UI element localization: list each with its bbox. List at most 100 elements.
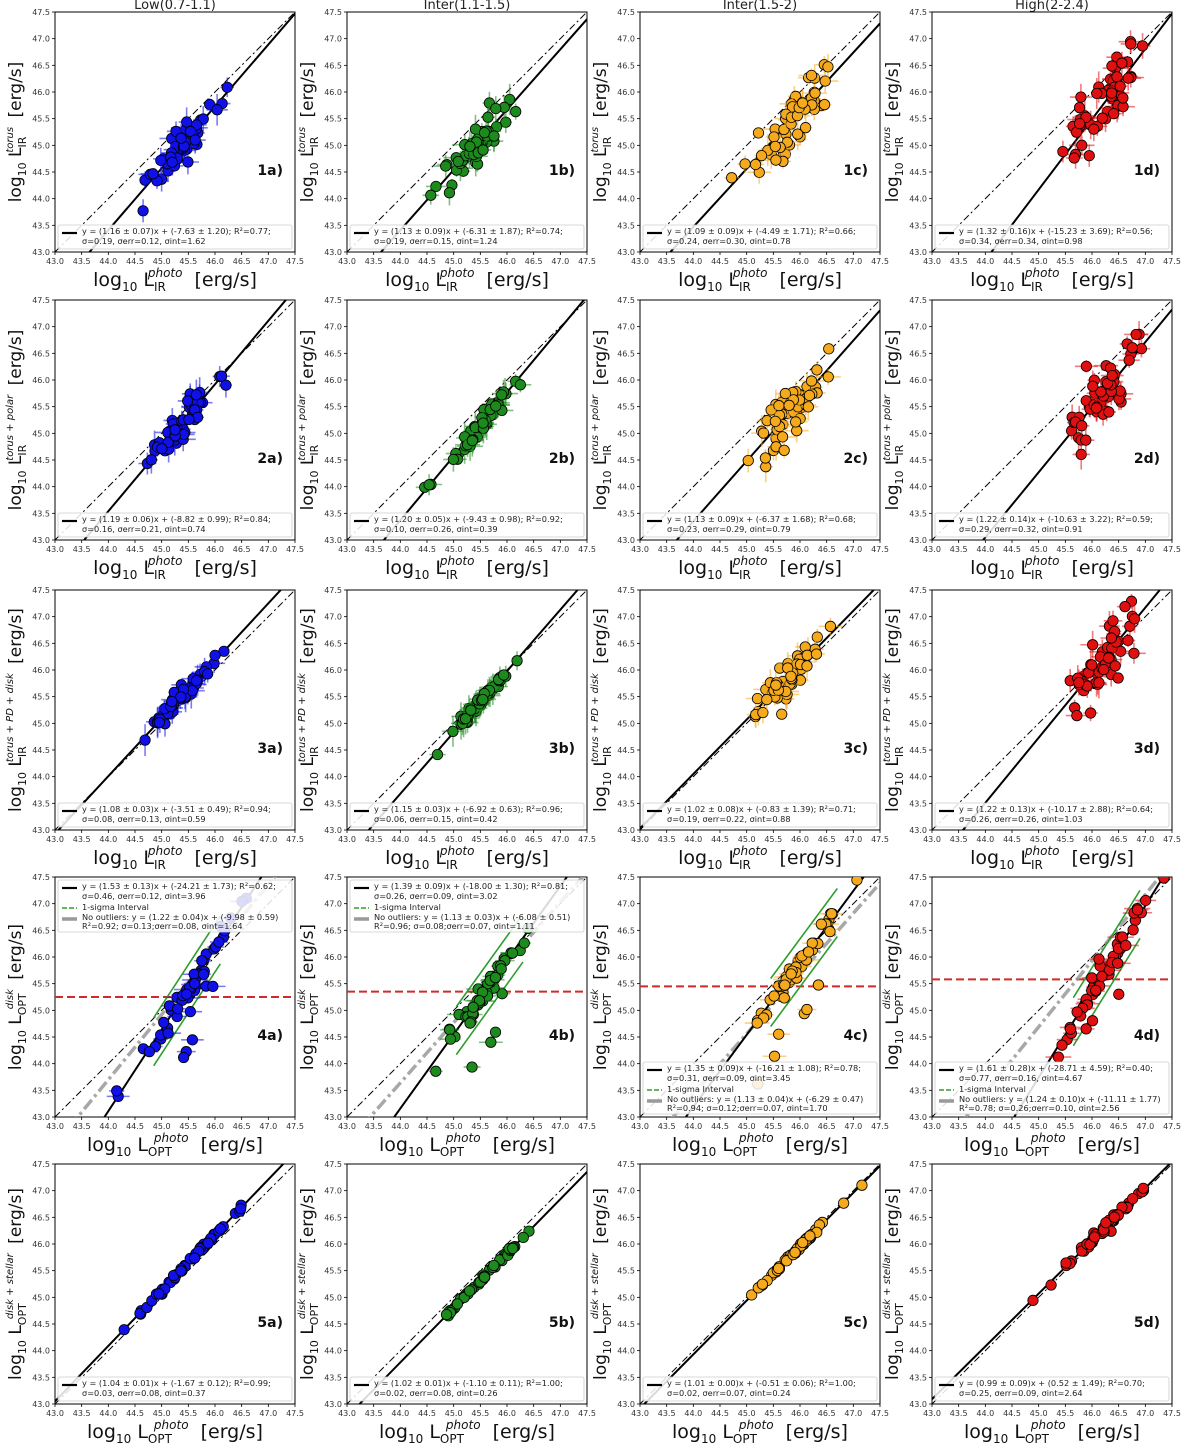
fit-stats: σ=0.26, σerr=0.26, σint=1.03	[959, 814, 1083, 824]
data-point	[818, 617, 843, 635]
data-point	[1087, 370, 1099, 402]
y-tick-label: 44.5	[909, 1033, 927, 1042]
y-tick-label: 47.5	[324, 8, 342, 17]
y-tick-label: 47.0	[32, 35, 50, 44]
panel-5d: 43.043.0 43.5 43.5 44.0 44.0 44.5 44.5 45.0 45.0…	[882, 1160, 1181, 1446]
y-tick-label: 46.0	[909, 666, 927, 675]
data-point	[747, 157, 765, 172]
data-point	[202, 1237, 214, 1249]
x-tick-label: 44.0	[976, 257, 994, 266]
y-axis-label: log10 LIRtorus + PD + disk [erg/s]	[590, 608, 614, 812]
x-tick-label: 43.5	[950, 1122, 968, 1131]
data-point	[198, 968, 210, 980]
y-tick-label: 44.5	[324, 168, 342, 177]
interval-label: 1-sigma Interval	[667, 1084, 734, 1094]
y-tick-label: 44.5	[32, 168, 50, 177]
x-tick-label: 47.0	[259, 1409, 277, 1418]
data-point	[507, 1242, 519, 1254]
data-point	[452, 154, 464, 169]
x-tick-label: 44.5	[1003, 835, 1021, 844]
x-tick-label: 44.5	[1003, 1409, 1021, 1418]
y-tick-label: 45.0	[32, 429, 50, 438]
x-tick-label: 45.5	[471, 1122, 489, 1131]
y-tick-label: 47.0	[32, 900, 50, 909]
x-axis-label: log10 LIRphoto [erg/s]	[385, 266, 549, 294]
y-tick-label: 46.0	[324, 666, 342, 675]
y-tick-label: 46.0	[32, 88, 50, 97]
x-tick-label: 46.0	[498, 1409, 516, 1418]
data-point	[187, 675, 206, 687]
data-point	[1069, 135, 1095, 156]
x-tick-label: 47.0	[551, 545, 569, 554]
y-tick-label: 43.5	[909, 509, 927, 518]
y-tick-label: 46.5	[324, 349, 342, 358]
sigma-interval-line	[152, 915, 222, 1019]
y-tick-label: 43.5	[617, 509, 635, 518]
x-tick-label: 45.5	[764, 1122, 782, 1131]
panel-label: 3d)	[1134, 741, 1160, 757]
y-tick-label: 44.5	[324, 1320, 342, 1329]
data-point	[517, 1231, 529, 1244]
y-tick-label: 43.0	[909, 248, 927, 257]
fit-equation: y = (1.01 ± 0.00)x + (-0.51 ± 0.06); R²=…	[667, 1378, 856, 1388]
data-point	[480, 108, 496, 127]
data-point	[1065, 710, 1088, 722]
x-tick-label: 44.0	[684, 545, 702, 554]
fit-stats: σ=0.03, σerr=0.08, σint=0.37	[82, 1388, 206, 1398]
data-point	[218, 645, 230, 657]
y-tick-label: 44.5	[617, 1320, 635, 1329]
x-tick-label: 46.5	[818, 835, 836, 844]
data-point	[422, 185, 440, 205]
x-tick-label: 43.0	[46, 257, 64, 266]
y-tick-label: 43.5	[32, 509, 50, 518]
y-axis-label: log10 LOPTdisk + stellar [erg/s]	[297, 1188, 321, 1380]
x-tick-label: 45.5	[179, 835, 197, 844]
x-tick-label: 47.0	[844, 545, 862, 554]
nooutlier-equation: No outliers: y = (1.13 ± 0.04)x + (-6.29…	[667, 1094, 863, 1104]
x-axis-label: log10 LOPTphoto [erg/s]	[87, 1418, 263, 1446]
sigma-interval-line	[455, 961, 524, 1056]
x-tick-label: 43.5	[658, 545, 676, 554]
data-point	[764, 154, 788, 167]
x-tick-label: 45.5	[1056, 257, 1074, 266]
x-tick-label: 44.0	[391, 257, 409, 266]
x-tick-label: 43.5	[950, 257, 968, 266]
column-title: Inter(1.5-2)	[723, 0, 797, 13]
y-tick-label: 43.5	[32, 221, 50, 230]
fit-equation: y = (1.35 ± 0.09)x + (-16.21 ± 1.08); R²…	[667, 1063, 861, 1073]
x-tick-label: 43.0	[631, 1409, 649, 1418]
data-point	[163, 694, 181, 709]
data-point	[220, 77, 235, 98]
x-tick-label: 43.0	[923, 545, 941, 554]
data-point	[165, 1003, 190, 1015]
legend: y = (1.35 ± 0.09)x + (-16.21 ± 1.08); R²…	[642, 1061, 878, 1115]
data-point	[187, 379, 206, 410]
x-tick-label: 47.5	[1163, 835, 1181, 844]
x-tick-label: 46.5	[818, 1409, 836, 1418]
data-point	[442, 715, 464, 747]
data-point	[500, 947, 525, 959]
x-tick-label: 46.0	[206, 835, 224, 844]
one-to-one-line	[347, 1164, 587, 1404]
legend: y = (1.16 ± 0.07)x + (-7.63 ± 1.20); R²=…	[57, 224, 293, 250]
data-point	[213, 370, 230, 382]
y-tick-label: 45.0	[32, 1006, 50, 1015]
data-point	[488, 121, 500, 151]
data-point	[819, 908, 845, 920]
x-tick-label: 46.5	[818, 257, 836, 266]
column-title: High(2-2.4)	[1015, 0, 1089, 13]
x-tick-label: 45.5	[1056, 835, 1074, 844]
data-point	[517, 937, 532, 949]
data-point	[426, 180, 446, 193]
y-tick-label: 45.5	[324, 403, 342, 412]
data-point	[785, 669, 797, 684]
x-tick-label: 47.5	[1163, 257, 1181, 266]
y-tick-label: 46.0	[32, 376, 50, 385]
data-point	[209, 936, 228, 948]
y-tick-label: 47.0	[32, 1187, 50, 1196]
y-axis-label: log10 LIRtorus + polar [erg/s]	[882, 330, 906, 511]
x-tick-label: 45.5	[1056, 1409, 1074, 1418]
x-tick-label: 43.0	[338, 1409, 356, 1418]
x-axis-label: log10 LOPTphoto [erg/s]	[964, 1131, 1140, 1159]
x-tick-label: 44.5	[126, 835, 144, 844]
